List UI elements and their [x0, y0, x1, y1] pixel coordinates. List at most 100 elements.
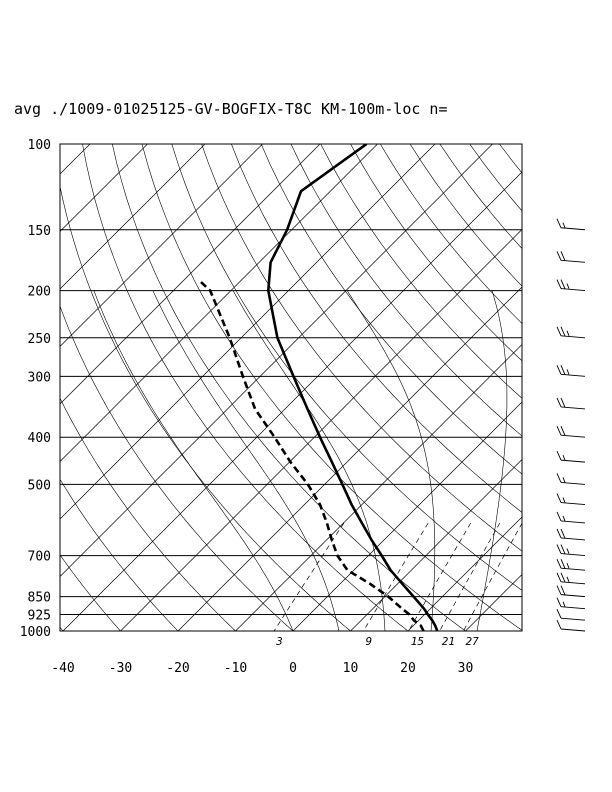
wind-barb-shaft — [560, 553, 586, 557]
wind-barb-shaft — [560, 628, 586, 632]
isotherm-line — [292, 401, 522, 631]
wind-barb-flag — [560, 251, 566, 261]
wind-barb-flag — [560, 572, 566, 583]
wind-barb-flag — [556, 473, 562, 483]
pressure-tick-label: 150 — [28, 224, 51, 239]
moist-adiabat-line — [346, 290, 436, 631]
wind-barb-column — [556, 218, 586, 632]
pressure-tick-label: 500 — [28, 478, 51, 493]
dry-adiabat-line — [499, 144, 522, 174]
wind-barb-shaft — [560, 481, 586, 485]
temperature-tick-label: -10 — [224, 661, 247, 676]
wind-barb-flag — [556, 597, 562, 607]
dry-adiabat-line — [439, 144, 522, 249]
wind-barb-half-flag — [562, 477, 566, 483]
dry-adiabat-line — [112, 144, 466, 631]
wind-barb-flag — [556, 528, 562, 539]
wind-barb-flag — [560, 365, 566, 375]
wind-barb-shaft — [560, 227, 586, 231]
wind-barb-half-flag — [566, 369, 570, 375]
pressure-tick-label: 700 — [28, 550, 51, 565]
wind-barb-flag — [556, 426, 562, 436]
wind-barb-flag — [560, 426, 566, 436]
pressure-tick-label: 925 — [28, 609, 51, 624]
wind-barb-shaft — [560, 606, 586, 610]
isotherm-line — [465, 574, 522, 631]
sounding-traces — [197, 144, 439, 631]
pressure-tick-label: 250 — [28, 332, 51, 347]
wind-barb-flag — [560, 279, 566, 290]
wind-barb-flag — [556, 558, 562, 569]
wind-barb-half-flag — [566, 576, 570, 582]
wind-barb-flag — [556, 572, 562, 582]
dry-adiabat-line — [380, 144, 522, 324]
dry-adiabat-line — [60, 305, 294, 631]
wind-barb-shaft — [560, 459, 586, 463]
wind-barb-shaft — [560, 373, 586, 377]
dry-adiabat-line — [469, 144, 522, 212]
wind-barb-shaft — [560, 406, 586, 410]
wind-barb-shaft — [560, 594, 586, 598]
wind-barb-shaft — [560, 502, 586, 506]
dry-adiabat-line — [60, 184, 351, 631]
wind-barb-flag — [556, 397, 562, 408]
mixing-ratio-label: 21 — [442, 635, 455, 648]
wind-barb-flag — [556, 619, 562, 630]
temperature-tick-label: 20 — [400, 661, 416, 676]
temperature-tick-label: 10 — [343, 661, 359, 676]
wind-barb-shaft — [560, 537, 586, 541]
wind-barb-half-flag — [562, 222, 566, 228]
pressure-tick-label: 850 — [28, 591, 51, 606]
wind-barb-flag — [560, 558, 566, 569]
pressure-tick-label: 300 — [28, 370, 51, 385]
temperature-tick-label: 30 — [458, 661, 474, 676]
wind-barb-half-flag — [562, 515, 566, 522]
dry-adiabat-line — [171, 144, 522, 591]
wind-barb-shaft — [560, 335, 586, 339]
wind-barb-shaft — [560, 581, 586, 585]
wind-barb-shaft — [560, 288, 586, 292]
wind-barb-half-flag — [562, 601, 566, 607]
isotherm-line — [60, 144, 436, 520]
wind-barb-flag — [556, 608, 562, 619]
pressure-tick-label: 100 — [28, 138, 51, 153]
wind-barb-flag — [560, 528, 566, 539]
wind-barb-half-flag — [562, 454, 566, 461]
isotherm-line — [523, 144, 612, 631]
wind-barb-half-flag — [562, 497, 566, 503]
mixing-ratio-line — [273, 522, 345, 631]
wind-barb-flag — [556, 279, 562, 289]
isotherm-line — [120, 229, 522, 631]
wind-barb-shaft — [560, 567, 586, 571]
mixing-ratio-label: 15 — [411, 635, 424, 648]
wind-barb-flag — [556, 585, 562, 595]
wind-barb-flag — [556, 251, 562, 261]
plot-frame — [59, 143, 523, 632]
wind-barb-flag — [556, 365, 562, 375]
wind-barb-half-flag — [566, 548, 570, 554]
wind-barb-flag — [556, 544, 562, 554]
moist-adiabat-line — [93, 290, 294, 631]
moist-adiabat-line — [476, 290, 508, 631]
wind-barb-half-flag — [566, 330, 570, 336]
diagram-background-lines — [60, 144, 612, 631]
dry-adiabat-line — [82, 144, 409, 631]
wind-barb-flag — [556, 450, 562, 461]
mixing-ratio-line — [363, 522, 429, 631]
wind-barb-shaft — [560, 434, 586, 438]
wind-barb-shaft — [560, 259, 586, 263]
dry-adiabat-line — [559, 144, 612, 631]
mixing-ratio-label: 3 — [275, 635, 283, 648]
isotherm-line — [60, 144, 493, 577]
wind-barb-flag — [556, 326, 562, 336]
temperature-trace — [267, 144, 439, 631]
dry-adiabat-line — [260, 144, 522, 475]
temperature-tick-label: -30 — [109, 661, 132, 676]
temperature-tick-label: -40 — [51, 661, 74, 676]
wind-barb-flag — [556, 493, 562, 503]
wind-barb-shaft — [560, 617, 586, 621]
wind-barb-flag — [560, 397, 566, 408]
